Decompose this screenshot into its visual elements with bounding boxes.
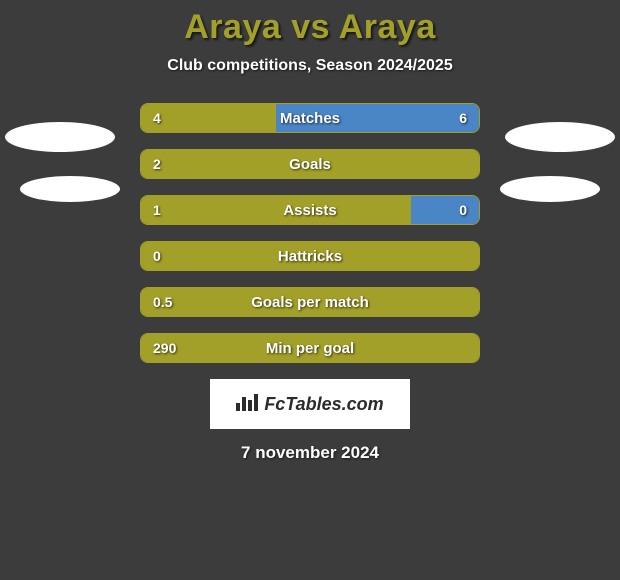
stat-bar: Min per goal290: [140, 333, 480, 363]
bar-value-left: 290: [153, 334, 176, 362]
date-text: 7 november 2024: [0, 443, 620, 463]
player-left-ellipse-1: [5, 122, 115, 152]
bar-right-fill: [411, 196, 479, 224]
bar-left-fill: [141, 334, 479, 362]
stat-bar: Goals2: [140, 149, 480, 179]
page-title: Araya vs Araya: [0, 0, 620, 47]
bar-value-left: 0: [153, 242, 161, 270]
player-right-ellipse-1: [505, 122, 615, 152]
bar-value-left: 0.5: [153, 288, 172, 316]
subtitle: Club competitions, Season 2024/2025: [0, 57, 620, 75]
bar-value-right: 0: [459, 196, 467, 224]
bar-left-fill: [141, 150, 479, 178]
player-left-ellipse-2: [20, 176, 120, 202]
bar-value-right: 6: [459, 104, 467, 132]
stat-bar: Assists10: [140, 195, 480, 225]
bar-chart-icon: [236, 393, 258, 416]
bar-left-fill: [141, 196, 411, 224]
stat-bar: Goals per match0.5: [140, 287, 480, 317]
bar-left-fill: [141, 104, 276, 132]
bar-left-fill: [141, 242, 479, 270]
bar-value-left: 2: [153, 150, 161, 178]
bar-left-fill: [141, 288, 479, 316]
fctables-logo: FcTables.com: [210, 379, 410, 429]
stat-bar: Matches46: [140, 103, 480, 133]
bar-value-left: 1: [153, 196, 161, 224]
bar-value-left: 4: [153, 104, 161, 132]
logo-text: FcTables.com: [264, 394, 383, 415]
bar-right-fill: [276, 104, 479, 132]
player-right-ellipse-2: [500, 176, 600, 202]
stat-bar: Hattricks0: [140, 241, 480, 271]
